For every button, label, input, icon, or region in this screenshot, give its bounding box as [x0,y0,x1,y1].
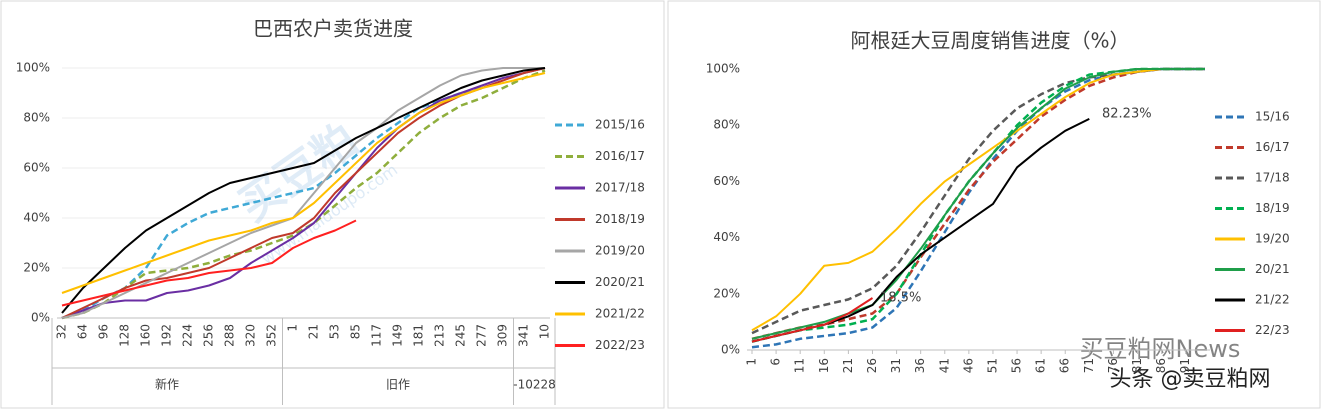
watermark: 买豆粕网News [1080,335,1241,363]
y-tick-label: 20% [713,286,740,300]
legend-label: 22/23 [1255,323,1290,337]
x-tick-label: 91 [1178,358,1192,373]
legend-label: 2018/19 [595,212,645,226]
x-tick-label: 245 [454,324,468,347]
x-tick-label: 36 [913,358,927,373]
x-group-label: 新作 [155,377,179,392]
series-line [61,69,546,320]
y-tick-label: 0% [31,311,50,325]
x-tick-label: 86 [1154,358,1168,373]
legend-label: 2019/20 [595,244,645,258]
series-line [751,68,1205,340]
x-tick-label: 181 [412,324,426,347]
legend-label: 2016/17 [595,149,645,163]
x-tick-label: 32 [55,324,69,339]
series-line [61,86,483,320]
series-line [61,67,545,319]
x-tick-label: 61 [1034,358,1048,373]
x-tick-label: 46 [961,358,975,373]
x-tick-label: 149 [391,324,405,347]
x-tick-label: 10 [538,324,552,339]
legend-label: 2017/18 [595,181,645,195]
x-tick-label: 160 [139,324,153,347]
legend-label: 20/21 [1255,262,1290,276]
series-line [61,219,357,307]
x-tick-label: 16 [817,358,831,373]
annotation: 82.23% [1102,107,1152,122]
chart-title: 巴西农户卖货进度 [253,17,413,41]
y-tick-label: 40% [713,230,740,244]
x-tick-label: 6 [769,358,783,366]
x-tick-label: 128 [118,324,132,347]
x-tick-label: 320 [244,324,258,347]
x-tick-label: 1 [745,358,759,366]
legend-label: 18/19 [1255,201,1290,215]
x-tick-label: 277 [475,324,489,347]
series-line [61,67,546,319]
x-tick-label: 53 [328,324,342,339]
y-tick-label: 80% [713,118,740,132]
x-tick-label: 256 [202,324,216,347]
x-tick-label: 64 [76,324,90,339]
y-tick-label: 0% [721,343,740,357]
panel [667,0,1321,409]
x-tick-label: 309 [496,324,510,347]
legend-label: 2020/21 [595,275,645,289]
legend-label: 19/20 [1255,232,1290,246]
x-tick-label: 224 [181,324,195,347]
x-tick-label: 85 [349,324,363,339]
y-tick-label: 100% [706,62,740,76]
legend-label: 21/22 [1255,293,1290,307]
x-tick-label: 96 [97,324,111,339]
x-tick-label: 192 [160,324,174,347]
series-line [61,72,546,294]
x-tick-label: 21 [307,324,321,339]
legend-label: 16/17 [1255,140,1290,154]
series-line [751,297,874,343]
legend-label: 15/16 [1255,110,1290,124]
watermark: 头条 @卖豆粕网 [1110,367,1271,392]
y-tick-label: 80% [23,111,50,125]
x-tick-label: 31 [889,358,903,373]
series-line [751,68,1205,332]
x-group-label: -10228 [513,378,556,392]
series-line [61,67,546,314]
y-tick-label: 60% [23,161,50,175]
chart-title: 阿根廷大豆周度销售进度（%） [850,29,1129,53]
panel [0,0,665,409]
x-tick-label: 117 [370,324,384,347]
x-tick-label: 76 [1106,358,1120,373]
legend-label: 2021/22 [595,307,645,321]
y-tick-label: 40% [23,211,50,225]
x-group-label: 旧作 [386,378,410,392]
x-tick-label: 26 [865,358,879,373]
x-tick-label: 51 [985,358,999,373]
legend-label: 2015/16 [595,118,645,132]
x-tick-label: 56 [1010,358,1024,373]
x-tick-label: 41 [937,358,951,373]
x-tick-label: 21 [841,358,855,373]
x-tick-label: 81 [1130,358,1144,373]
x-tick-label: 71 [1082,358,1096,373]
x-tick-label: 341 [517,324,531,347]
x-tick-label: 1 [286,324,300,332]
x-tick-label: 213 [433,324,447,347]
annotation: 18.5% [880,291,921,306]
y-tick-label: 100% [16,61,50,75]
legend-label: 17/18 [1255,171,1290,185]
x-tick-label: 352 [265,324,279,347]
y-tick-label: 20% [23,261,50,275]
x-tick-label: 288 [223,324,237,347]
x-tick-label: 66 [1058,358,1072,373]
x-tick-label: 11 [793,358,807,373]
y-tick-label: 60% [713,174,740,188]
legend-label: 2022/23 [595,338,645,352]
